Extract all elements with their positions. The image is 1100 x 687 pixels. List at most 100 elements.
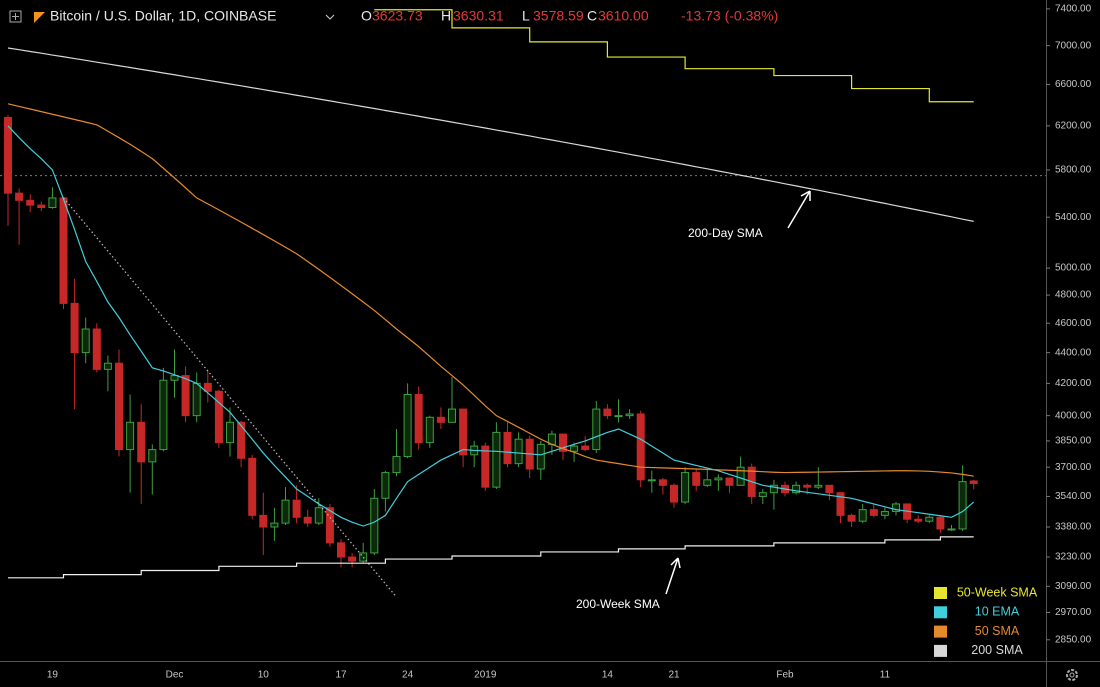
candle-body (714, 477, 723, 481)
expand-icon[interactable] (9, 10, 22, 23)
candle-body (836, 492, 845, 516)
candle-body (514, 438, 523, 465)
indicator-line (374, 9, 974, 103)
symbol-title: Bitcoin / U.S. Dollar, 1D, COINBASE (50, 8, 276, 24)
indicator-line (7, 125, 975, 527)
y-tick-label: 5800.00 (1055, 165, 1092, 176)
candle-body (192, 382, 201, 417)
x-tick-label: 24 (402, 670, 414, 681)
settings-gear-hub (1069, 672, 1075, 678)
candle-body (581, 445, 590, 451)
candle-body (26, 199, 35, 206)
annotation-200-day: 200-Day SMA (688, 226, 763, 240)
candle-body (270, 522, 279, 528)
candle-body (159, 379, 168, 451)
close-label: C (587, 8, 597, 24)
candle-body (670, 484, 678, 503)
candle-body (292, 499, 301, 518)
candle-body (92, 328, 101, 370)
candle-body (137, 421, 146, 463)
legend-label: 50 SMA (975, 624, 1020, 638)
candle-body (203, 382, 212, 392)
candle-body (370, 497, 379, 554)
candle-body (214, 390, 223, 444)
annotation-200-week: 200-Week SMA (576, 597, 660, 611)
y-tick-label: 2970.00 (1055, 607, 1092, 618)
x-tick-label: 19 (47, 670, 59, 681)
candle-body (126, 421, 135, 451)
close-value: 3610.00 (598, 8, 649, 24)
candle-body (248, 457, 257, 516)
candle-body (459, 408, 468, 456)
candle-body (436, 416, 445, 423)
candle-body (481, 445, 490, 488)
x-tick-label: Feb (776, 670, 794, 681)
candle-body (592, 408, 601, 451)
legend-swatch (934, 625, 947, 638)
y-tick-label: 3540.00 (1055, 491, 1092, 502)
candle-body (625, 413, 634, 417)
candle-body (425, 416, 434, 444)
candle-body (181, 375, 190, 417)
symbol-menu[interactable] (325, 14, 335, 20)
legend-swatch (934, 606, 947, 619)
annotation-arrow (787, 190, 811, 229)
trendline (63, 197, 397, 598)
indicator-line (7, 103, 974, 477)
y-tick-label: 4000.00 (1055, 410, 1092, 421)
settings-gear[interactable] (1066, 669, 1078, 681)
candle-body (325, 507, 334, 544)
candle-body (303, 516, 312, 524)
candle-body (570, 445, 579, 452)
candle-body (914, 518, 923, 522)
x-tick-label: 11 (880, 670, 891, 681)
candle-body (48, 197, 57, 208)
candle-body (381, 472, 390, 499)
candle-body (958, 481, 967, 530)
candle-body (348, 556, 357, 562)
candle-body (858, 509, 867, 522)
x-tick-label: 2019 (474, 670, 497, 681)
candle-body (337, 542, 345, 558)
y-tick-label: 3700.00 (1055, 462, 1092, 473)
candle-body (969, 480, 978, 484)
y-tick-label: 3380.00 (1055, 522, 1092, 533)
header: Bitcoin / U.S. Dollar, 1D, COINBASE O 36… (9, 8, 778, 24)
candle-body (792, 484, 801, 494)
candle-body (15, 192, 24, 201)
indicator-line (7, 47, 974, 222)
candle-body (736, 466, 745, 486)
legend-label: 200 SMA (971, 643, 1023, 657)
symbol-icon (34, 12, 45, 23)
y-tick-label: 4800.00 (1055, 290, 1092, 301)
x-tick-label: 10 (258, 670, 270, 681)
candle-body (403, 393, 412, 458)
candle-body (226, 421, 234, 444)
y-tick-label: 5400.00 (1055, 212, 1092, 223)
settings-icon[interactable] (1066, 669, 1078, 681)
expand-icon-plus (12, 13, 19, 20)
candle-body (103, 362, 112, 370)
x-tick-label: 21 (668, 670, 680, 681)
candle-body (281, 499, 290, 524)
indicator-line (8, 536, 974, 579)
candle-body (536, 443, 545, 470)
y-tick-label: 2850.00 (1055, 634, 1092, 645)
x-tick-label: 17 (335, 670, 347, 681)
open-value: 3623.73 (372, 8, 423, 24)
candle-body (647, 479, 656, 482)
candle-body (59, 197, 68, 304)
candle-body (847, 514, 856, 522)
legend-label: 10 EMA (975, 605, 1020, 619)
candle-body (825, 484, 834, 494)
candle-body (803, 484, 812, 488)
legend-label: 50-Week SMA (957, 585, 1038, 599)
candle-body (81, 328, 90, 354)
plot-area (0, 9, 1046, 598)
candle-body (925, 516, 934, 522)
candle-body (658, 479, 667, 486)
candle-body (37, 204, 46, 208)
y-tick-label: 7400.00 (1055, 4, 1092, 15)
candle-body (259, 514, 268, 528)
